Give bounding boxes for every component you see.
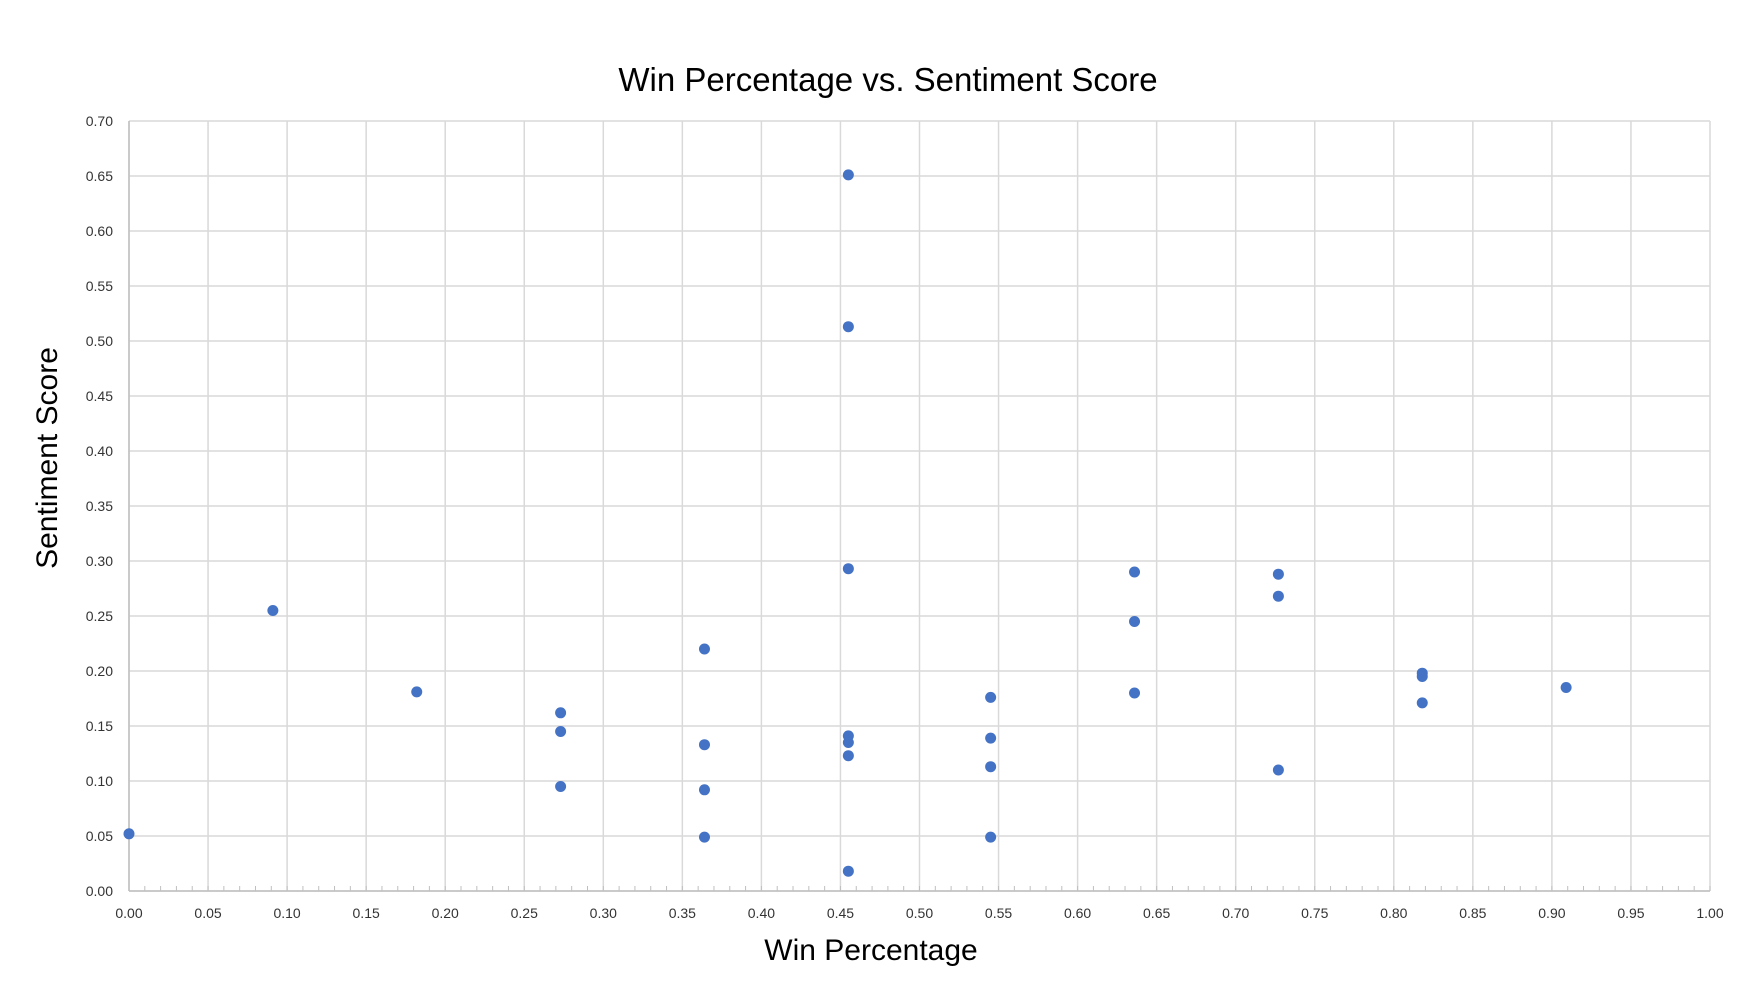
- y-tick-label: 0.40: [86, 443, 113, 459]
- y-tick-label: 0.35: [86, 498, 113, 514]
- data-points: [123, 169, 1572, 877]
- data-point: [698, 739, 710, 751]
- data-point: [985, 761, 997, 773]
- y-tick-labels: 0.00 0.05 0.10 0.15 0.20 0.25 0.30 0.35 0.40 0.45…: [86, 113, 113, 899]
- y-tick-label: 0.60: [86, 223, 113, 239]
- data-point: [1272, 590, 1284, 602]
- x-tick-label: 0.20: [432, 905, 459, 921]
- x-tick-label: 0.75: [1301, 905, 1328, 921]
- data-point: [267, 605, 279, 616]
- data-point: [555, 707, 567, 719]
- x-tick-label: 0.30: [590, 905, 617, 921]
- y-tick-label: 0.20: [86, 663, 113, 679]
- data-point: [985, 732, 997, 744]
- y-tick-label: 0.70: [86, 113, 113, 129]
- x-tick-label: 0.95: [1617, 905, 1644, 921]
- data-point: [1272, 764, 1284, 776]
- x-tick-label: 0.70: [1222, 905, 1249, 921]
- data-point: [1129, 616, 1141, 627]
- x-tick-label: 0.90: [1538, 905, 1565, 921]
- x-tick-label: 0.25: [511, 905, 538, 921]
- data-point: [1416, 697, 1428, 709]
- data-point: [555, 726, 567, 737]
- x-tick-label: 0.05: [194, 905, 221, 921]
- x-tick-label: 1.00: [1696, 905, 1723, 921]
- data-point: [411, 686, 423, 698]
- x-tick-label: 0.45: [827, 905, 854, 921]
- y-tick-label: 0.05: [86, 828, 113, 844]
- x-tick-label: 0.10: [273, 905, 300, 921]
- x-tick-label: 0.40: [748, 905, 775, 921]
- x-tick-labels: 0.00 0.05 0.10 0.15 0.20 0.25 0.30 0.35 0.40 0.45…: [115, 905, 1723, 921]
- x-tick-label: 0.80: [1380, 905, 1407, 921]
- y-axis-title: Sentiment Score: [31, 347, 64, 569]
- chart-title: Win Percentage vs. Sentiment Score: [618, 61, 1157, 98]
- y-tick-label: 0.30: [86, 553, 113, 569]
- x-tick-label: 0.50: [906, 905, 933, 921]
- data-point: [1416, 671, 1428, 682]
- data-point: [1272, 568, 1284, 580]
- y-tick-label: 0.25: [86, 608, 113, 624]
- data-point: [698, 784, 710, 796]
- y-tick-label: 0.65: [86, 168, 113, 184]
- data-point: [842, 169, 854, 181]
- data-point: [842, 563, 854, 575]
- x-tick-label: 0.65: [1143, 905, 1170, 921]
- data-point: [842, 865, 854, 877]
- data-point: [842, 750, 854, 762]
- grid: [128, 120, 1711, 892]
- y-tick-label: 0.10: [86, 773, 113, 789]
- y-tick-label: 0.50: [86, 333, 113, 349]
- data-point: [698, 643, 710, 655]
- data-point: [698, 831, 710, 843]
- data-point: [842, 737, 854, 748]
- data-point: [1129, 687, 1141, 699]
- data-point: [555, 781, 567, 792]
- x-tick-label: 0.55: [985, 905, 1012, 921]
- data-point: [1129, 566, 1141, 578]
- x-tick-label: 0.35: [669, 905, 696, 921]
- x-tick-label: 0.60: [1064, 905, 1091, 921]
- data-point: [842, 321, 854, 333]
- data-point: [985, 831, 997, 843]
- data-point: [123, 828, 135, 840]
- y-tick-label: 0.00: [86, 883, 113, 899]
- data-point: [1560, 682, 1572, 693]
- data-point: [985, 691, 997, 703]
- x-tick-label: 0.85: [1459, 905, 1486, 921]
- axes: [128, 121, 1711, 892]
- y-tick-label: 0.55: [86, 278, 113, 294]
- x-axis-title: Win Percentage: [764, 934, 977, 967]
- y-tick-label: 0.15: [86, 718, 113, 734]
- x-tick-label: 0.00: [115, 905, 142, 921]
- y-tick-label: 0.45: [86, 388, 113, 404]
- x-tick-label: 0.15: [353, 905, 380, 921]
